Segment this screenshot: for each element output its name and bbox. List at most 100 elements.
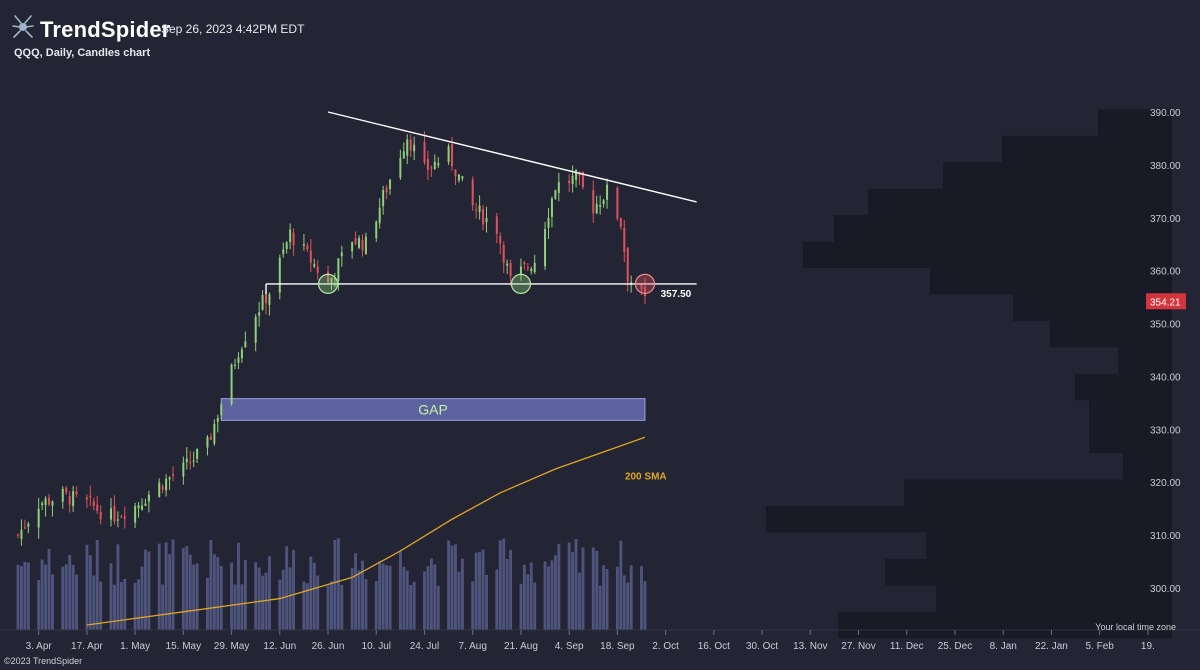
candle-body <box>399 157 402 178</box>
volume-bar <box>268 556 271 630</box>
candle-body <box>309 250 312 263</box>
volume-bar <box>402 566 406 630</box>
volume-profile-bar <box>834 215 1172 242</box>
candle-body <box>426 158 429 170</box>
candle-body <box>17 534 19 536</box>
last-price-tag <box>1146 293 1186 310</box>
volume-bar <box>119 581 123 630</box>
price-tick-label: 330.00 <box>1150 425 1181 436</box>
spider-logo-icon <box>12 14 34 45</box>
candle-body <box>306 245 309 250</box>
volume-bar <box>605 569 609 630</box>
candle-body <box>189 462 192 464</box>
candle-body <box>230 364 233 405</box>
candle-body <box>68 496 71 505</box>
gap-zone: GAP <box>220 398 646 421</box>
brand[interactable]: TrendSpider <box>12 14 171 45</box>
candle-body <box>327 271 330 283</box>
candle-body <box>413 144 416 152</box>
volume-bar <box>640 566 643 630</box>
time-tick-label: 7. Aug <box>459 641 487 652</box>
time-tick-label: 11. Dec <box>890 641 924 652</box>
volume-bar <box>16 564 20 630</box>
candle-body <box>519 266 522 274</box>
volume-bar <box>481 549 485 630</box>
candle-body <box>530 268 533 272</box>
candle-body <box>141 505 144 510</box>
volume-profile-bar <box>936 585 1172 612</box>
candle-body <box>161 486 164 490</box>
volume-profile-bar <box>868 188 1172 216</box>
candle-body <box>206 436 209 448</box>
candle-body <box>433 161 436 169</box>
candle-body <box>192 460 195 462</box>
volume-bar <box>643 581 647 630</box>
volume-bar <box>374 580 378 630</box>
volume-profile-bar <box>1050 320 1172 348</box>
time-tick-label: 25. Dec <box>938 641 972 652</box>
volume-bar <box>285 546 289 630</box>
volume-bar <box>209 539 213 630</box>
volume-bar <box>233 584 237 630</box>
candle-body <box>333 278 336 280</box>
candle-body <box>457 174 460 181</box>
volume-bar <box>26 562 30 630</box>
candle-body <box>361 240 364 251</box>
volume-bar <box>168 554 172 630</box>
volume-bar <box>550 560 554 630</box>
price-tick-label: 360.00 <box>1150 267 1181 278</box>
candle-body <box>423 142 426 163</box>
volume-bar <box>423 571 426 630</box>
candle-body <box>568 180 571 184</box>
candle-body <box>234 364 237 366</box>
time-tick-label: 27. Nov <box>841 641 875 652</box>
candle-body <box>482 208 485 225</box>
candle-body <box>27 523 30 527</box>
volume-bar <box>261 575 265 630</box>
volume-bar <box>433 564 437 630</box>
volume-profile-bar <box>803 241 1172 269</box>
candle-body <box>495 216 498 234</box>
volume-bar <box>615 566 619 630</box>
volume-bar <box>113 584 116 630</box>
volume-bar <box>288 567 292 630</box>
candle-body <box>358 238 361 248</box>
volume-bar <box>157 543 161 630</box>
copyright: ©2023 TrendSpider <box>4 656 83 666</box>
candle-body <box>623 227 626 252</box>
volume-profile-bar <box>930 268 1172 295</box>
volume-bar <box>68 554 72 630</box>
candle-body <box>354 238 357 244</box>
candle-body <box>575 170 578 180</box>
volume-bar <box>316 575 320 630</box>
time-tick-label: 24. Jul <box>410 641 439 652</box>
volume-bar <box>181 548 185 630</box>
resistance-line <box>327 111 697 203</box>
volume-bar <box>195 563 199 630</box>
volume-bar <box>622 575 626 630</box>
gap-label: GAP <box>418 402 448 418</box>
candle-body <box>292 232 295 246</box>
time-tick-label: 12. Jun <box>263 641 296 652</box>
candle-body <box>37 508 40 528</box>
candle-body <box>278 257 281 293</box>
volume-bar <box>543 561 547 630</box>
volume-bar <box>281 569 285 630</box>
volume-bar <box>188 554 192 630</box>
volume-bar <box>85 544 89 630</box>
volume-bar <box>591 547 595 630</box>
candle-body <box>616 187 619 219</box>
time-tick-label: 2. Oct <box>652 641 679 652</box>
candle-body <box>478 205 481 212</box>
time-tick-label: 8. Jan <box>990 641 1017 652</box>
volume-bar <box>88 555 92 630</box>
candle-body <box>340 252 343 257</box>
time-tick-label: 22. Jan <box>1035 641 1068 652</box>
candle-body <box>313 264 316 267</box>
volume-bar <box>505 559 509 630</box>
sma-label: 200 SMA <box>625 471 667 482</box>
candle-body <box>599 205 602 207</box>
volume-bar <box>140 566 144 630</box>
volume-bar <box>381 563 385 630</box>
